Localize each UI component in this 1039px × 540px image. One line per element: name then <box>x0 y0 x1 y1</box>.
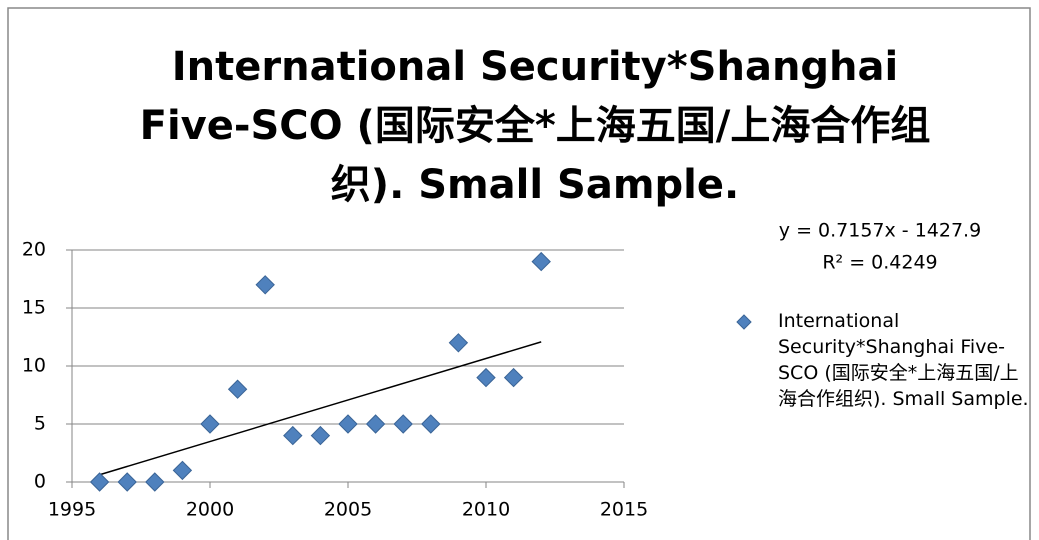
point <box>145 472 165 492</box>
trendline <box>99 341 542 476</box>
point <box>89 472 110 492</box>
point <box>338 414 358 434</box>
legend-label: International Security*Shanghai Five-SCO… <box>778 310 1029 410</box>
point <box>503 367 524 388</box>
point <box>117 472 137 492</box>
point <box>200 414 220 434</box>
chart-title: International Security*Shanghai Five-SCO… <box>139 44 931 208</box>
x-tick-label: 2010 <box>462 499 510 521</box>
trend-r2: R² = 0.4249 <box>822 252 937 274</box>
y-tick-label: 20 <box>22 239 46 261</box>
x-tick-label: 2000 <box>186 499 234 521</box>
point <box>310 425 331 446</box>
point <box>172 460 193 481</box>
point <box>283 425 303 446</box>
frame <box>7 7 1031 540</box>
point <box>476 367 496 388</box>
x-tick-label: 2005 <box>324 499 372 521</box>
point <box>531 251 551 272</box>
point <box>393 414 413 434</box>
point <box>365 414 386 434</box>
point <box>227 379 248 399</box>
point <box>421 414 441 434</box>
x-tick-label: 1995 <box>48 499 96 521</box>
y-tick-label: 15 <box>22 297 46 319</box>
point <box>448 333 469 353</box>
x-tick-label: 2015 <box>600 499 648 521</box>
point <box>255 275 275 295</box>
y-tick-label: 10 <box>22 355 46 377</box>
trend-equation: y = 0.7157x - 1427.9 <box>779 220 981 242</box>
y-tick-label: 5 <box>34 413 46 435</box>
y-tick-label: 0 <box>34 471 46 493</box>
legend-marker <box>736 314 752 330</box>
